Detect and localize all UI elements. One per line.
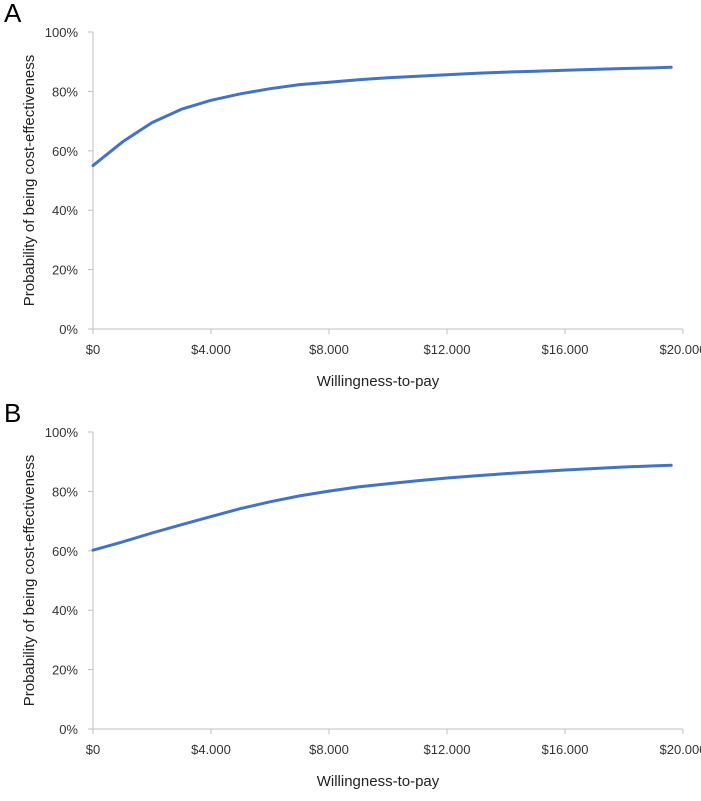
chart-a-svg: 0% 20% 40% 60% 80% 100% $0 $4.000 $8.000 $12.000 $… <box>21 25 701 390</box>
chart-a-x-tick-label: $16.000 <box>542 342 589 357</box>
chart-b-y-tick-label: 100% <box>45 425 79 440</box>
chart-b-y-tick-label: 60% <box>52 544 78 559</box>
chart-b-y-tick-label: 80% <box>52 484 78 499</box>
chart-b-series-line-0 <box>91 463 673 552</box>
chart-b-x-tick-label: $12.000 <box>424 742 471 757</box>
panel-label-a: A <box>4 0 22 28</box>
chart-a-x-tick-label: $0 <box>86 342 100 357</box>
chart-a-series-line-0 <box>91 65 673 168</box>
chart-a-x-tick-label: $20.000 <box>660 342 701 357</box>
chart-panel-a: A 0% 20% 40% 60% 80% 100% $0 $4.000 $8.000 $12.00… <box>0 0 701 400</box>
chart-b-x-tick-label: $8.000 <box>309 742 349 757</box>
panel-label-b: B <box>4 398 22 428</box>
chart-b-y-axis-label: Probability of being cost-effectiveness <box>21 455 38 707</box>
chart-b-x-axis-label: Willingness-to-pay <box>317 773 440 790</box>
chart-a-y-axis-label: Probability of being cost-effectiveness <box>21 55 38 307</box>
chart-a-y-tick-label: 20% <box>52 263 78 278</box>
chart-a-y-tick-label: 40% <box>52 203 78 218</box>
chart-b-y-tick-label: 40% <box>52 603 78 618</box>
chart-b-y-tick-label: 0% <box>59 722 78 737</box>
chart-a-x-tick-label: $8.000 <box>309 342 349 357</box>
chart-b-x-tick-label: $0 <box>86 742 100 757</box>
chart-b-y-tick-label: 20% <box>52 663 78 678</box>
chart-b-x-tick-label: $4.000 <box>191 742 231 757</box>
chart-b-svg: 0% 20% 40% 60% 80% 100% $0 $4.000 $8.000 $12.000 $… <box>21 425 701 790</box>
chart-panel-b: B 0% 20% 40% 60% 80% 100% $0 $4.000 $8.000 $12.00… <box>0 398 701 800</box>
chart-a-y-tick-label: 60% <box>52 144 78 159</box>
chart-a-y-tick-label: 0% <box>59 322 78 337</box>
chart-a-y-tick-label: 100% <box>45 25 79 40</box>
chart-a-x-axis-label: Willingness-to-pay <box>317 373 440 390</box>
chart-a-y-tick-label: 80% <box>52 84 78 99</box>
chart-b-x-tick-label: $20.000 <box>660 742 701 757</box>
chart-a-x-tick-label: $12.000 <box>424 342 471 357</box>
chart-a-x-tick-label: $4.000 <box>191 342 231 357</box>
chart-b-x-tick-label: $16.000 <box>542 742 589 757</box>
